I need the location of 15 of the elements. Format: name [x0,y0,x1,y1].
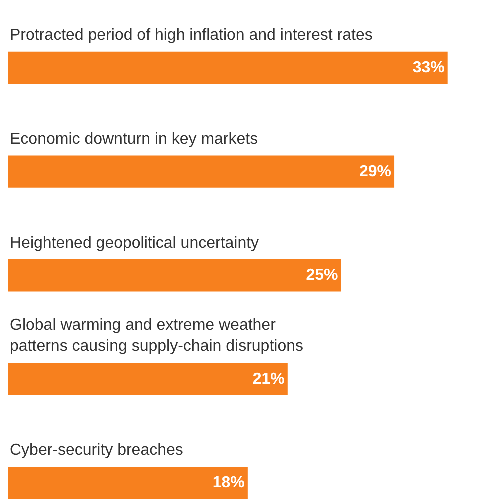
data-label: 29% [360,163,392,180]
bar [8,260,342,292]
y-tick-label: Heightened geopolitical uncertainty [10,235,260,252]
y-tick-label: Cyber-security breaches [10,442,184,459]
data-label: 33% [412,60,445,76]
bar [8,52,448,84]
y-tick-label: Global warming and extreme weather patterns causing supply-chain disruptions [10,317,304,355]
data-label: 21% [252,370,285,388]
bar [8,467,248,500]
data-label: 25% [306,267,338,284]
y-tick-label: Protracted period of high inflation and interest rates [10,27,373,44]
bar [8,156,395,188]
data-label: 18% [212,474,245,492]
y-tick-label: Economic downturn in key markets [10,131,258,148]
bar [8,363,288,396]
